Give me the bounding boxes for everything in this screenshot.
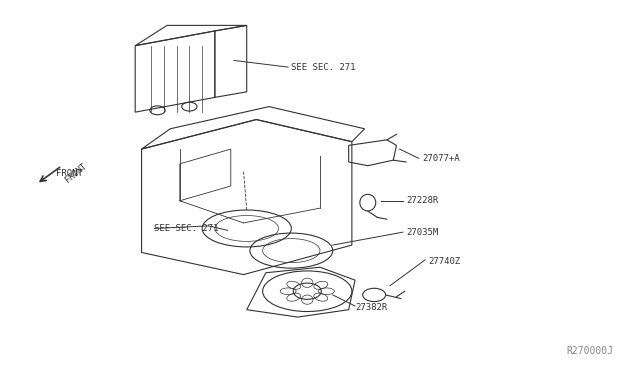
Text: 27035M: 27035M bbox=[406, 228, 438, 237]
Text: 27740Z: 27740Z bbox=[428, 257, 461, 266]
Text: 27382R: 27382R bbox=[355, 303, 387, 312]
Text: SEE SEC. 271: SEE SEC. 271 bbox=[154, 224, 219, 233]
Text: FRONT: FRONT bbox=[64, 161, 89, 185]
Text: 27077+A: 27077+A bbox=[422, 154, 460, 163]
Text: FRONT: FRONT bbox=[56, 169, 83, 177]
Text: SEE SEC. 271: SEE SEC. 271 bbox=[291, 63, 356, 72]
Text: R270000J: R270000J bbox=[566, 346, 613, 356]
Text: 27228R: 27228R bbox=[406, 196, 438, 205]
